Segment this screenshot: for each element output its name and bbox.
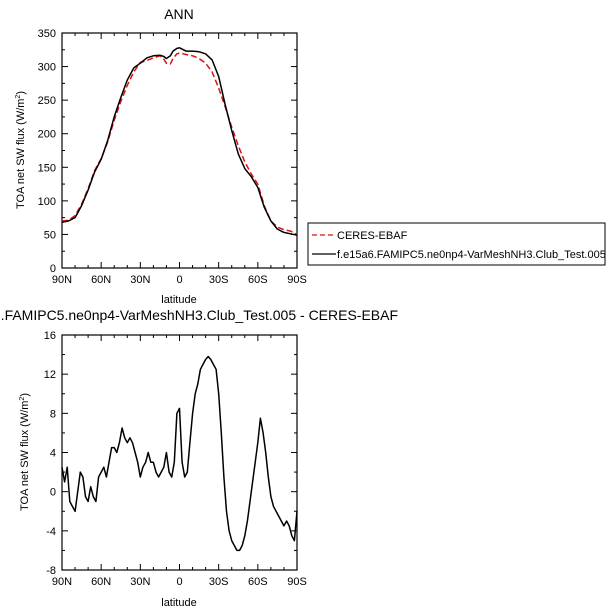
x-tick-label: 60S (248, 274, 268, 286)
x-tick-label: 90S (287, 274, 307, 286)
y-axis-label-sup: 2 (15, 95, 22, 99)
legend-label-ceres: CERES-EBAF (337, 230, 408, 242)
x-tick-label: 60S (248, 576, 268, 588)
chart-title: ANN (164, 6, 194, 22)
bottom-chart-panel: f.e15a6.FAMIPC5.ne0np4-VarMeshNH3.Club_T… (0, 307, 398, 609)
y-tick-label: 0 (50, 487, 56, 499)
x-tick-label: 0 (176, 274, 182, 286)
series-line-difference (61, 355, 298, 552)
axis-ticks: 90N 60N 30N 0 30S 60S 90S 0 50 100 150 200 250 300 350 (38, 28, 307, 286)
plot-frame (61, 334, 298, 571)
y-axis-label-sup: 2 (19, 397, 26, 401)
y-axis-label-close: ) (19, 393, 31, 397)
x-tick-label: 30S (209, 576, 229, 588)
x-axis-label: latitude (161, 597, 196, 609)
y-tick-label: 0 (50, 263, 56, 275)
y-axis-label-text: TOA net SW flux (W/m (19, 401, 31, 511)
x-tick-label: 90N (52, 576, 72, 588)
x-tick-label: 30N (130, 274, 150, 286)
x-tick-label: 60N (91, 576, 111, 588)
y-tick-label: 200 (38, 129, 56, 141)
series-line-ceres-ebaf (61, 52, 298, 236)
x-tick-label: 30N (130, 576, 150, 588)
y-tick-label: 8 (50, 408, 56, 420)
top-chart-panel: ANN 90N 60N 30N 0 30S 60S 90S 0 50 100 150 200 250 30… (15, 6, 307, 306)
y-tick-label: -8 (46, 565, 56, 577)
legend-label-model: f.e15a6.FAMIPC5.ne0np4-VarMeshNH3.Club_T… (337, 249, 606, 261)
y-axis-label-text: TOA net SW flux (W/m (15, 99, 27, 209)
y-tick-label: 300 (38, 62, 56, 74)
x-tick-label: 90S (287, 576, 307, 588)
x-tick-label: 30S (209, 274, 229, 286)
series-line-model (61, 47, 298, 236)
y-tick-label: 16 (44, 330, 56, 342)
y-tick-label: 12 (44, 369, 56, 381)
legend: CERES-EBAF f.e15a6.FAMIPC5.ne0np4-VarMes… (307, 222, 606, 266)
y-axis-label: TOA net SW flux (W/m2) (15, 91, 27, 209)
x-tick-label: 0 (176, 576, 182, 588)
plot-frame (61, 32, 298, 269)
series-lines (61, 47, 298, 236)
y-tick-label: 250 (38, 95, 56, 107)
y-tick-label: 50 (44, 229, 56, 241)
chart-title: f.e15a6.FAMIPC5.ne0np4-VarMeshNH3.Club_T… (0, 307, 398, 323)
y-tick-label: 150 (38, 162, 56, 174)
legend-box (307, 222, 606, 266)
y-tick-label: -4 (46, 526, 56, 538)
y-tick-label: 100 (38, 196, 56, 208)
x-tick-label: 60N (91, 274, 111, 286)
x-axis-label: latitude (161, 294, 196, 306)
y-tick-label: 350 (38, 28, 56, 40)
axis-ticks: 90N 60N 30N 0 30S 60S 90S -8 -4 0 4 8 12 16 (44, 330, 307, 588)
x-tick-label: 90N (52, 274, 72, 286)
series-lines (61, 355, 298, 552)
y-tick-label: 4 (50, 448, 56, 460)
y-axis-label: TOA net SW flux (W/m2) (19, 393, 31, 511)
y-axis-label-close: ) (15, 91, 27, 95)
